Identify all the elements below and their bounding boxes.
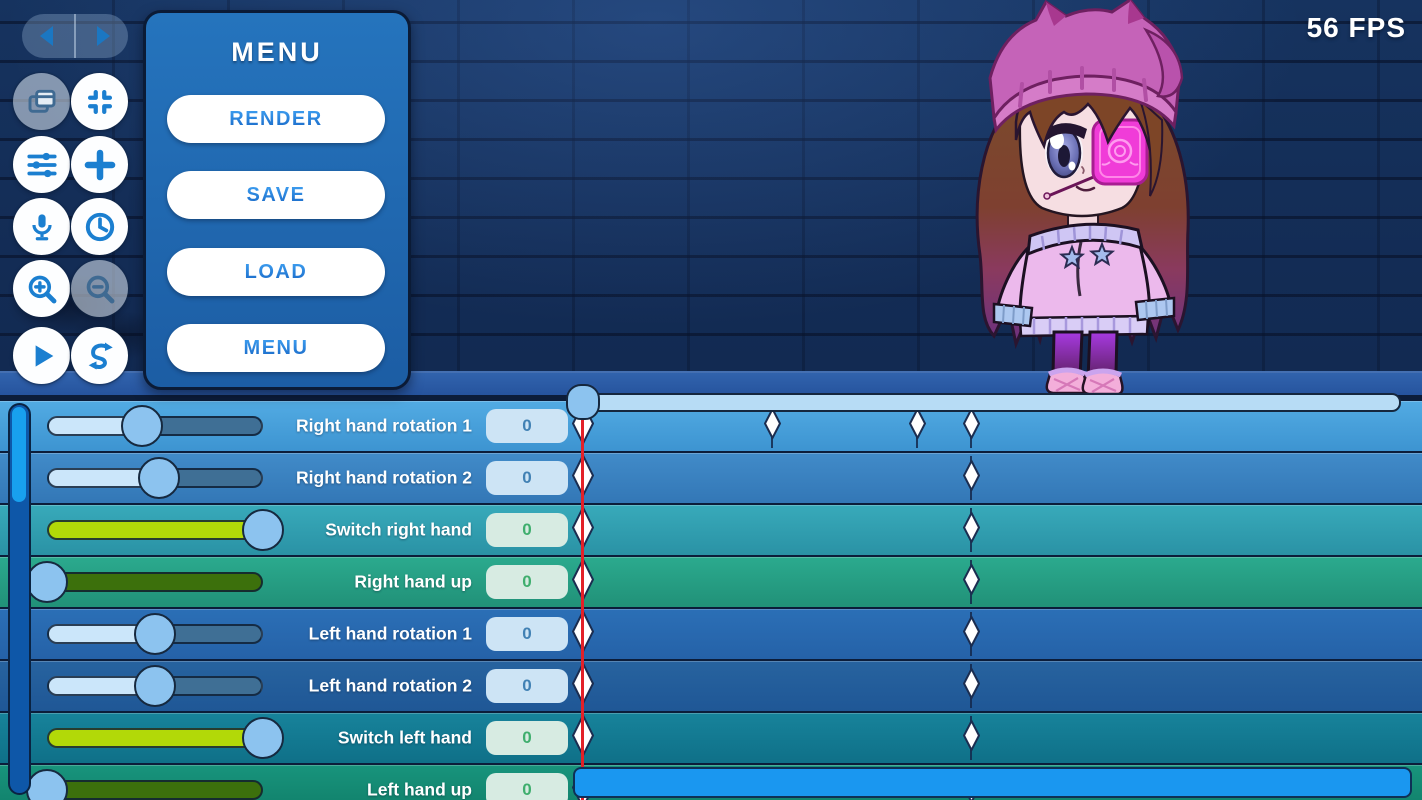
slider-right-hand-rotation-1[interactable] [47, 405, 263, 447]
zoom-in-button[interactable] [13, 260, 70, 317]
loop-icon [88, 342, 113, 369]
frame-nav [22, 14, 128, 58]
slider-left-hand-rotation-1[interactable] [47, 613, 263, 655]
keyframe-diamond[interactable] [962, 510, 980, 548]
play-icon [35, 344, 53, 367]
keyframe-diamond[interactable] [962, 562, 980, 600]
slider-right-hand-rotation-2[interactable] [47, 457, 263, 499]
loop-button[interactable] [71, 327, 128, 384]
selected-track-bar[interactable] [573, 767, 1412, 798]
save-button[interactable]: SAVE [167, 171, 385, 219]
windows-button[interactable] [13, 73, 70, 130]
character-sprite [975, 0, 1190, 396]
load-button-label: LOAD [244, 260, 308, 283]
keyframe-diamond[interactable] [962, 458, 980, 496]
timeline-row-left-hand-up: Left hand up 0 [0, 765, 1422, 800]
keyframe-diamond[interactable] [962, 718, 980, 756]
center-view-button[interactable] [71, 73, 128, 130]
timeline-panel: Right hand rotation 1 0 Right hand rotatio… [0, 395, 1422, 800]
menu-button[interactable]: MENU [167, 324, 385, 372]
clock-icon [85, 212, 114, 241]
next-frame-icon [97, 26, 110, 46]
fps-counter: 56 FPS [1306, 12, 1406, 43]
next-frame-button[interactable] [76, 14, 128, 58]
microphone-button[interactable] [13, 198, 70, 255]
prev-frame-icon [40, 26, 53, 46]
slider-switch-right-hand[interactable] [47, 509, 284, 551]
timer-button[interactable] [71, 198, 128, 255]
timeline-scrubber[interactable] [583, 393, 1401, 412]
add-icon [84, 149, 115, 180]
microphone-icon [31, 213, 52, 240]
load-button[interactable]: LOAD [167, 248, 385, 296]
center-crosshair-icon [87, 89, 112, 114]
row-value[interactable]: 0 [486, 565, 568, 599]
keyframe-diamond[interactable] [763, 406, 781, 444]
keyframe-diamond[interactable] [908, 406, 926, 444]
zoom-out-button[interactable] [71, 260, 128, 317]
settings-sliders-button[interactable] [13, 136, 70, 193]
row-label: Switch left hand [337, 727, 472, 748]
timeline-row-switch-left-hand: Switch left hand 0 [0, 713, 1422, 763]
playhead-line [581, 413, 584, 800]
menu-button-label: MENU [243, 336, 309, 359]
row-value[interactable]: 0 [486, 461, 568, 495]
slider-left-hand-up[interactable] [26, 769, 263, 800]
row-value[interactable]: 0 [486, 773, 568, 800]
slider-handle[interactable] [26, 561, 68, 603]
zoom-in-icon [28, 275, 56, 303]
sliders-icon [26, 152, 57, 177]
slider-handle[interactable] [134, 665, 176, 707]
menu-panel: MENU RENDER SAVE LOAD MENU [143, 10, 411, 390]
row-label: Left hand up [367, 779, 472, 800]
keyframe-diamond[interactable] [962, 666, 980, 704]
slider-handle[interactable] [242, 509, 284, 551]
row-value[interactable]: 0 [486, 669, 568, 703]
row-value[interactable]: 0 [486, 409, 568, 443]
play-button[interactable] [13, 327, 70, 384]
row-label: Right hand up [354, 571, 472, 592]
timeline-scrollbar[interactable] [8, 403, 31, 795]
slider-handle[interactable] [242, 717, 284, 759]
slider-switch-left-hand[interactable] [47, 717, 284, 759]
timeline-row-switch-right-hand: Switch right hand 0 [0, 505, 1422, 555]
row-label: Right hand rotation 2 [296, 467, 472, 488]
row-label: Switch right hand [325, 519, 472, 540]
slider-right-hand-up[interactable] [26, 561, 263, 603]
timeline-row-left-hand-rotation-2: Left hand rotation 2 0 [0, 661, 1422, 711]
add-button[interactable] [71, 136, 128, 193]
timeline-row-right-hand-rotation-2: Right hand rotation 2 0 [0, 453, 1422, 503]
timeline-row-right-hand-up: Right hand up 0 [0, 557, 1422, 607]
save-button-label: SAVE [246, 183, 306, 206]
row-label: Right hand rotation 1 [296, 415, 472, 436]
row-value[interactable]: 0 [486, 721, 568, 755]
row-value[interactable]: 0 [486, 513, 568, 547]
row-label: Left hand rotation 2 [308, 675, 472, 696]
keyframe-diamond[interactable] [962, 406, 980, 444]
keyframe-diamond[interactable] [962, 614, 980, 652]
slider-handle[interactable] [134, 613, 176, 655]
menu-panel-title: MENU [231, 37, 323, 67]
render-button[interactable]: RENDER [167, 95, 385, 143]
slider-handle[interactable] [26, 769, 68, 800]
row-label: Left hand rotation 1 [308, 623, 472, 644]
timeline-scrollbar-thumb[interactable] [12, 407, 26, 502]
zoom-out-icon [86, 275, 114, 303]
playhead-handle[interactable] [566, 384, 600, 420]
slider-left-hand-rotation-2[interactable] [47, 665, 263, 707]
timeline-row-left-hand-rotation-1: Left hand rotation 1 0 [0, 609, 1422, 659]
window-icon [28, 89, 55, 113]
prev-frame-button[interactable] [22, 14, 76, 58]
slider-handle[interactable] [121, 405, 164, 447]
render-button-label: RENDER [229, 107, 323, 130]
slider-handle[interactable] [138, 457, 181, 499]
row-value[interactable]: 0 [486, 617, 568, 651]
